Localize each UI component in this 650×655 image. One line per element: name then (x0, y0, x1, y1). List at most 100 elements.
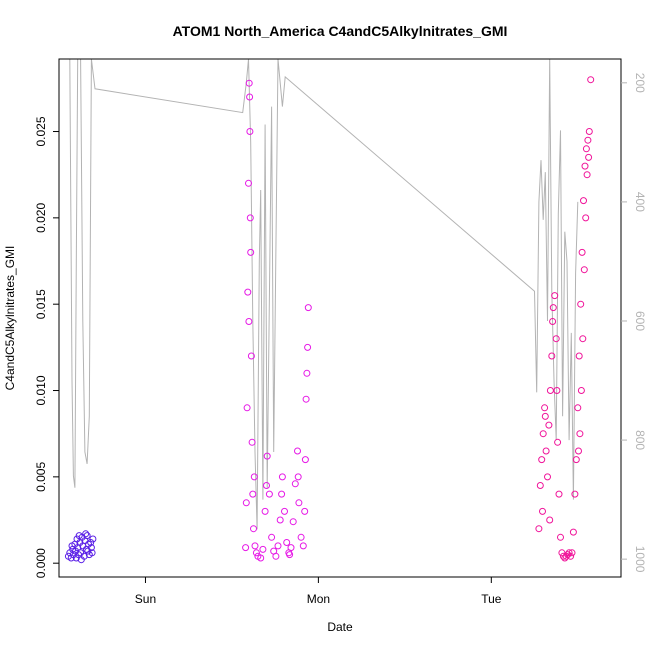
data-point (579, 335, 587, 343)
data-point (263, 452, 271, 460)
data-point (247, 248, 255, 256)
data-point (261, 507, 269, 515)
y-tick-label: 0.000 (34, 548, 48, 578)
data-point (68, 542, 76, 550)
data-point (83, 532, 91, 540)
data-point (581, 162, 589, 170)
data-point (580, 197, 587, 205)
data-point (87, 539, 95, 546)
data-point (576, 430, 584, 438)
data-point (242, 544, 250, 552)
data-point (575, 352, 583, 360)
data-point (246, 214, 254, 222)
data-point (587, 76, 595, 84)
x-tick-label: Tue (481, 592, 502, 606)
series-1 (64, 530, 97, 564)
y-tick-label: 0.025 (34, 116, 48, 146)
y-tick-label: 0.015 (34, 289, 48, 319)
data-point (554, 438, 562, 446)
y-tick-label: 0.005 (34, 462, 48, 492)
data-point (87, 544, 95, 552)
data-point (549, 318, 557, 325)
series-2 (242, 79, 312, 562)
data-point (568, 549, 576, 557)
data-point (301, 456, 309, 464)
data-point (302, 395, 310, 403)
data-point (580, 266, 588, 274)
data-point (546, 516, 554, 524)
data-point (548, 352, 556, 360)
data-point (578, 248, 586, 256)
data-point (246, 93, 254, 101)
data-point (304, 304, 312, 312)
data-point (250, 473, 258, 481)
data-point (582, 214, 590, 222)
data-point (259, 545, 267, 553)
data-point (585, 153, 593, 161)
x-axis-label: Date (327, 620, 353, 634)
pressure-line (66, 58, 579, 530)
data-point (585, 128, 593, 135)
data-point (572, 456, 580, 464)
data-point (252, 549, 260, 557)
data-point (555, 490, 563, 498)
data-point (276, 516, 284, 524)
data-point (557, 533, 564, 541)
data-point (538, 456, 546, 464)
y2-tick-label: 400 (633, 192, 647, 212)
data-point (577, 387, 585, 394)
data-point (246, 128, 254, 135)
data-point (249, 490, 257, 498)
data-point (571, 490, 579, 498)
data-point (251, 542, 259, 550)
data-point (243, 404, 251, 412)
data-point (545, 421, 553, 429)
y-axis-label: C4andC5Alkylnitrates_GMI (3, 246, 17, 391)
pressure-line-layer (66, 58, 579, 530)
data-point (304, 343, 312, 351)
data-point (575, 447, 582, 455)
data-point (245, 318, 253, 325)
data-point (294, 447, 301, 455)
data-point (539, 430, 547, 438)
data-point (265, 490, 273, 498)
data-point (245, 79, 253, 87)
data-point (541, 404, 549, 412)
data-point (291, 480, 299, 488)
data-point (549, 304, 557, 312)
data-point (89, 535, 97, 543)
data-point (574, 404, 582, 412)
data-point (567, 552, 575, 560)
plot-frame (58, 58, 622, 578)
data-point (551, 292, 559, 300)
data-point (75, 551, 82, 559)
data-point (544, 473, 551, 481)
data-point (286, 551, 294, 559)
series-3 (535, 76, 595, 562)
chart-title: ATOM1 North_America C4andC5Alkylnitrates… (173, 23, 508, 39)
data-point (281, 507, 288, 515)
data-point (546, 387, 554, 394)
axes-layer: 0.000 0.005 0.010 0.015 0.020 0.025 200 400 600 8… (34, 58, 647, 606)
data-point (257, 554, 265, 562)
y-tick-label: 0.020 (34, 203, 48, 233)
data-point (535, 525, 543, 533)
data-point (541, 412, 549, 420)
data-point (583, 171, 591, 179)
y2-tick-label: 600 (633, 311, 647, 331)
data-point (84, 547, 92, 555)
data-point (542, 447, 550, 455)
data-point (297, 533, 305, 541)
data-point (77, 549, 85, 557)
data-point (247, 352, 255, 360)
data-point (82, 530, 90, 538)
data-point (274, 542, 282, 550)
data-point (283, 539, 291, 546)
data-point (250, 525, 257, 533)
data-point (287, 544, 295, 552)
data-point (584, 136, 592, 144)
data-point (244, 288, 252, 296)
data-point (539, 507, 546, 515)
